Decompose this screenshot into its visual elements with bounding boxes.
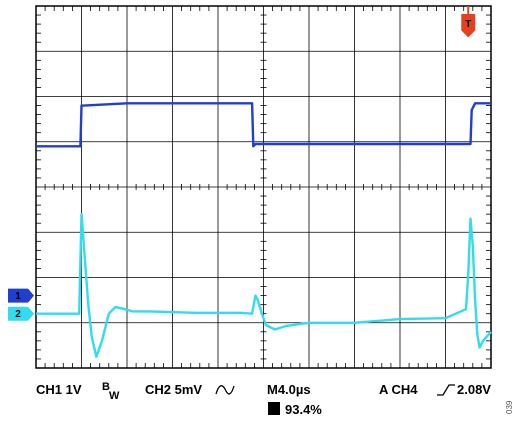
- trigger-position-marker: T: [461, 6, 476, 38]
- trigger-position-readout: 93.4%: [285, 402, 322, 417]
- ch2-marker-label: 2: [15, 309, 21, 320]
- ch2-marker-arrow-icon: [8, 306, 34, 321]
- figure-id: 039: [505, 400, 514, 414]
- trigger-source-readout: A CH4: [379, 382, 418, 397]
- trigger-level-readout: 2.08V: [457, 382, 491, 397]
- series-ch1-trace: [36, 102, 491, 148]
- ch1-ground-marker: 1: [8, 288, 34, 303]
- bandwidth-limit-b: B: [102, 381, 110, 393]
- series-ch2-trace: [36, 212, 492, 358]
- trigger-position-box-label: T: [271, 405, 277, 416]
- trigger-marker-label: T: [465, 19, 471, 30]
- ch1-scale-readout: CH1 1V: [36, 382, 82, 397]
- rising-edge-icon: [437, 384, 455, 396]
- ch1-marker-arrow-icon: [8, 288, 34, 303]
- trigger-position-box: [268, 402, 280, 415]
- trigger-arrow-icon: [461, 6, 476, 38]
- ch1-marker-label: 1: [15, 291, 21, 302]
- ch2-ground-marker: 2: [8, 306, 34, 321]
- bandwidth-limit-w: W: [109, 390, 120, 402]
- ch2-scale-readout: CH2 5mV: [145, 382, 202, 397]
- graticule: [36, 6, 491, 368]
- timebase-readout: M4.0µs: [267, 382, 311, 397]
- ac-coupling-icon: [215, 385, 235, 395]
